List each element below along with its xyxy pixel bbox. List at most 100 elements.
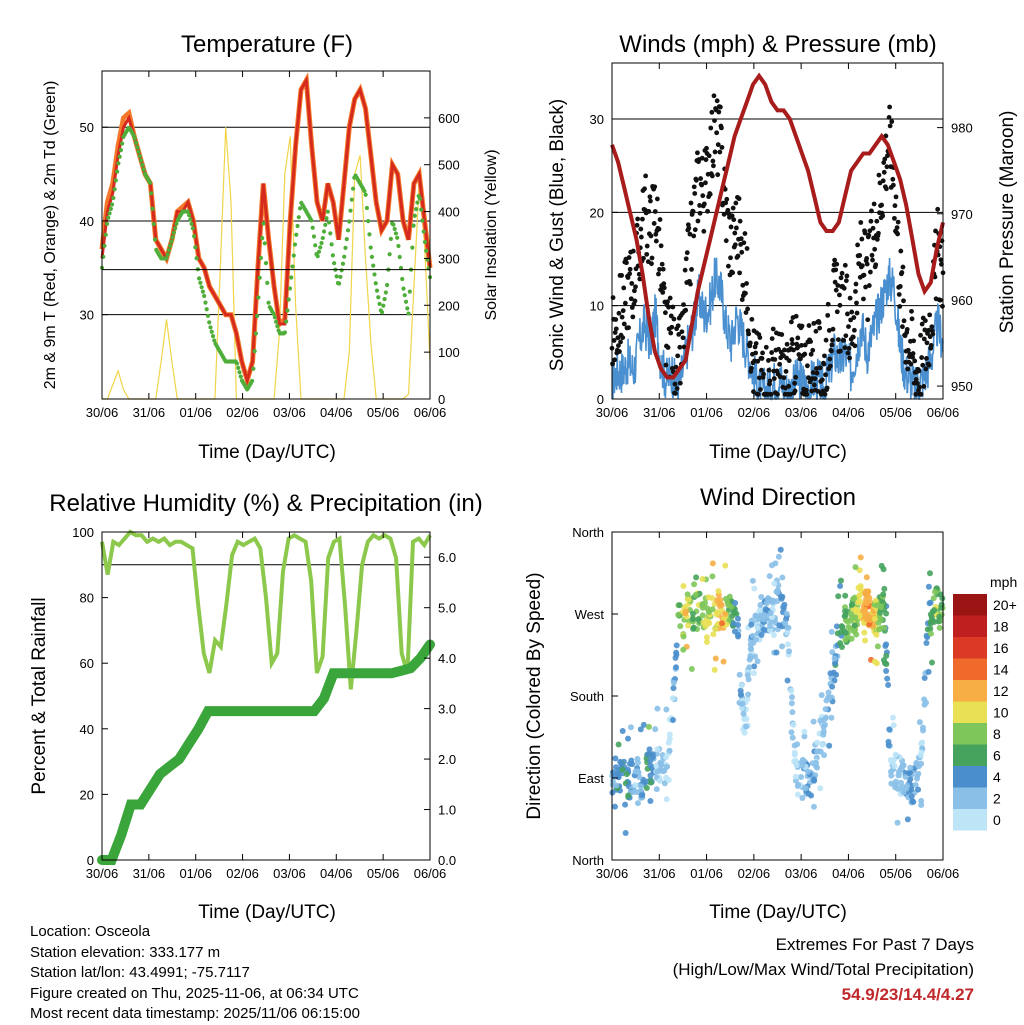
direction-point (818, 692, 825, 699)
colorbar-swatch (953, 637, 987, 659)
x-tick-label: 03/06 (785, 405, 818, 420)
direction-point (735, 633, 742, 640)
gust-point (788, 319, 794, 325)
direction-point (837, 582, 844, 589)
gust-point (829, 348, 834, 354)
colorbar-label: 8 (993, 726, 1001, 742)
direction-point (872, 597, 879, 604)
direction-point (676, 602, 683, 609)
colorbar-swatch (953, 809, 987, 831)
dewpoint-point (251, 366, 256, 371)
dewpoint-point (203, 300, 208, 305)
gust-point (697, 203, 702, 208)
y2-tick-label: 300 (438, 251, 460, 266)
direction-point (609, 777, 616, 784)
x-tick-label: 01/06 (690, 866, 723, 881)
dewpoint-point (402, 293, 407, 298)
x-tick-label: 02/06 (226, 866, 259, 881)
gust-point (810, 347, 816, 353)
direction-point (902, 773, 909, 780)
direction-point (762, 605, 769, 612)
gust-point (724, 196, 730, 202)
gust-point (842, 262, 848, 268)
dewpoint-point (347, 219, 352, 224)
gust-point (909, 316, 915, 322)
gust-point (870, 257, 875, 263)
direction-point (810, 803, 817, 810)
dewpoint-point (265, 280, 270, 286)
gust-point (625, 275, 631, 280)
gust-point (898, 248, 904, 254)
gust-point (827, 356, 833, 362)
gust-point (834, 261, 840, 267)
direction-point (919, 724, 926, 731)
gust-point (901, 298, 906, 304)
dewpoint-point (197, 276, 202, 281)
gust-point (657, 266, 662, 272)
direction-point (699, 602, 706, 609)
direction-point (615, 741, 622, 748)
gust-point (759, 367, 764, 373)
gust-point (769, 336, 775, 342)
direction-point (892, 751, 899, 758)
direction-point (842, 592, 849, 599)
y-tick-label: 80 (80, 591, 94, 606)
direction-point (837, 577, 844, 584)
direction-point (798, 773, 805, 780)
gust-point (832, 279, 838, 285)
gust-point (793, 313, 799, 319)
created-text: Figure created on Thu, 2025-11-06, at 06… (30, 984, 359, 1002)
direction-point (881, 585, 888, 592)
direction-point (660, 768, 667, 775)
direction-point (871, 615, 878, 622)
dewpoint-point (372, 272, 377, 277)
direction-point (838, 643, 845, 650)
gust-point (880, 178, 886, 184)
gust-point (873, 262, 879, 268)
dewpoint-point (106, 215, 111, 220)
direction-point (699, 576, 706, 583)
direction-point (830, 669, 837, 676)
gust-point (912, 358, 918, 364)
direction-point (647, 798, 654, 805)
colorbar-swatch (953, 615, 987, 637)
gust-point (841, 337, 847, 343)
temperature-y2label: Solar Insolation (Yellow) (483, 149, 500, 320)
direction-point (930, 595, 937, 602)
colorbar-swatch (953, 680, 987, 702)
gust-point (652, 209, 658, 214)
gust-point (668, 330, 674, 336)
direction-point (851, 622, 858, 629)
gust-point (700, 193, 706, 199)
dewpoint-point (132, 136, 137, 141)
direction-point (883, 667, 890, 674)
x-tick-label: 03/06 (785, 866, 818, 881)
gust-point (742, 231, 748, 236)
direction-point (682, 610, 689, 617)
gust-point (908, 361, 914, 367)
gust-point (846, 345, 852, 351)
direction-point (846, 617, 853, 624)
direction-point (862, 637, 869, 644)
direction-xlabel: Time (Day/UTC) (709, 902, 847, 923)
x-tick-label: 05/06 (367, 866, 400, 881)
pressure-ylabel: Station Pressure (Maroon) (997, 111, 1018, 334)
gust-point (869, 208, 874, 214)
dewpoint-point (334, 274, 339, 279)
dewpoint-point (150, 206, 155, 211)
gust-point (824, 385, 830, 391)
gust-point (638, 226, 644, 232)
gust-point (787, 391, 793, 397)
y-tick-label: 60 (80, 656, 94, 671)
gust-point (881, 169, 887, 175)
gust-point (861, 272, 867, 278)
dewpoint-point (204, 307, 209, 312)
gust-point (717, 149, 723, 155)
gust-point (746, 331, 752, 337)
y2-tick-label: 5.0 (438, 601, 456, 616)
gust-point (923, 366, 929, 372)
gust-point (763, 344, 769, 350)
gust-point (929, 324, 935, 330)
dewpoint-point (282, 330, 288, 335)
